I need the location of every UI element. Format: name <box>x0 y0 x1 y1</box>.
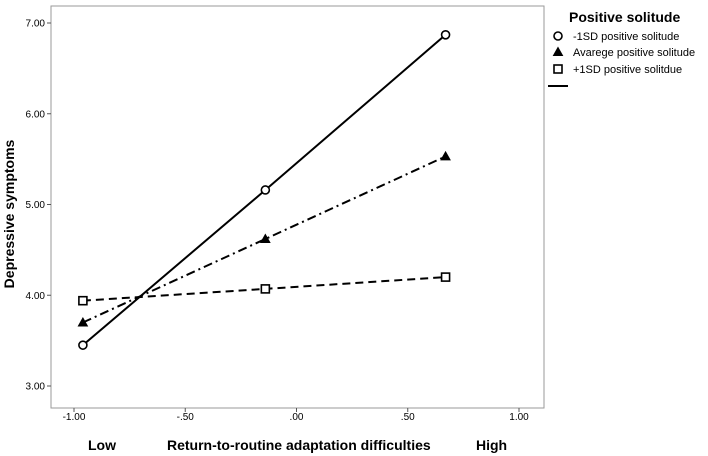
y-axis-title: Depressive symptoms <box>1 139 17 288</box>
y-tick-label: 6.00 <box>26 109 46 120</box>
data-point <box>260 185 271 195</box>
data-point <box>78 340 88 350</box>
y-tick-label: 5.00 <box>26 200 46 211</box>
x-tick-label: .50 <box>401 412 415 423</box>
y-tick-label: 3.00 <box>26 382 46 393</box>
axes: 3.00 4.00 5.00 6.00 7.00 -1.00 -.50 .00 .50 1.00 <box>26 19 530 424</box>
data-point <box>259 233 271 243</box>
x-axis-high-label: High <box>476 437 507 453</box>
legend-entry-label: Avarege positive solitude <box>573 47 695 59</box>
legend-marker-circle <box>553 31 563 41</box>
plot-area <box>50 5 545 409</box>
y-tick-label: 4.00 <box>26 291 46 302</box>
series-triangle <box>77 150 451 327</box>
data-point <box>77 316 89 327</box>
legend-title: Positive solitude <box>569 9 680 25</box>
x-tick-label: -.50 <box>177 412 195 423</box>
data-point <box>78 295 88 306</box>
plot-frame <box>50 5 545 409</box>
x-axis-low-label: Low <box>88 437 116 453</box>
data-point <box>440 272 451 282</box>
x-tick-label: .00 <box>290 412 304 423</box>
legend-entry-label: -1SD positive solitude <box>573 31 679 43</box>
legend-entry-label: +1SD positive solitdue <box>573 64 682 76</box>
series-layer <box>77 29 451 350</box>
legend: Positive solitude -1SD positive solitude A… <box>548 9 695 87</box>
series-circle <box>78 29 451 350</box>
y-tick-label: 7.00 <box>26 19 46 30</box>
data-point <box>260 284 271 294</box>
x-axis-title: Return-to-routine adaptation difficultie… <box>167 437 431 453</box>
x-tick-label: 1.00 <box>509 412 529 423</box>
data-point <box>440 150 451 161</box>
legend-marker-triangle <box>552 46 564 56</box>
legend-marker-square <box>553 64 563 74</box>
series-square <box>78 272 451 306</box>
x-tick-label: -1.00 <box>63 412 86 423</box>
data-point <box>440 29 451 40</box>
